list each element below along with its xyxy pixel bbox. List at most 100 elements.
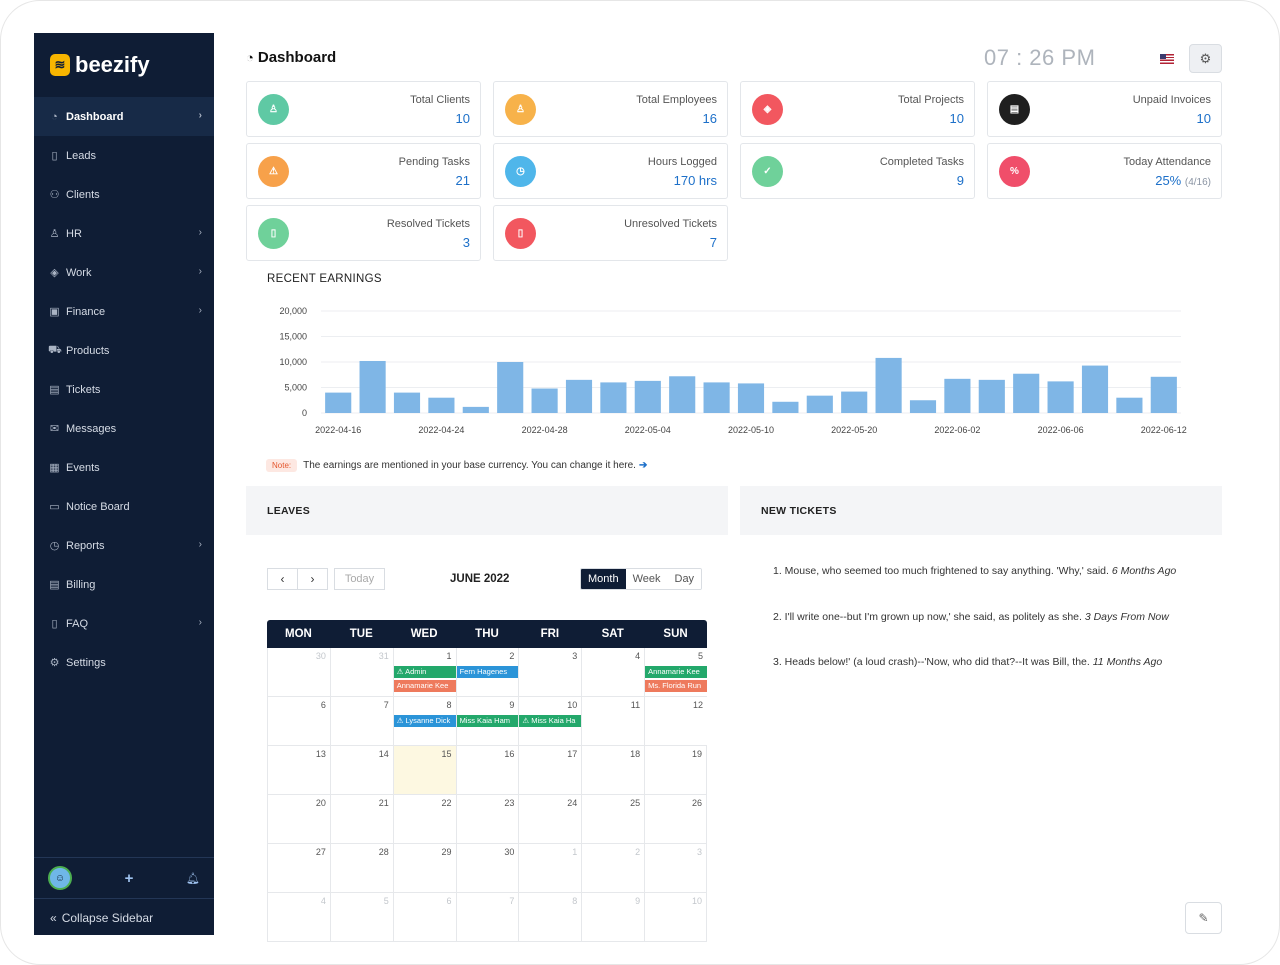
sidebar-item-leads[interactable]: ▯ Leads	[34, 136, 214, 175]
earnings-bar[interactable]	[531, 388, 558, 413]
stat-card-completed-tasks[interactable]: ✓ Completed Tasks 9	[740, 143, 975, 199]
earnings-bar[interactable]	[772, 401, 799, 413]
settings-button[interactable]: ⚙	[1189, 44, 1222, 73]
earnings-bar[interactable]	[1116, 397, 1143, 413]
calendar-day[interactable]: 29	[392, 844, 456, 892]
stat-card-pending-tasks[interactable]: ⚠ Pending Tasks 21	[246, 143, 481, 199]
calendar-day[interactable]: 30	[267, 648, 330, 696]
earnings-bar[interactable]	[1081, 365, 1109, 413]
earnings-bar[interactable]	[944, 378, 971, 413]
sidebar-item-products[interactable]: ⛟ Products	[34, 331, 214, 370]
calendar-day[interactable]: 3	[644, 844, 707, 892]
earnings-bar[interactable]	[393, 392, 421, 413]
calendar-day[interactable]: 31	[329, 648, 393, 696]
stat-card-today-attendance[interactable]: % Today Attendance 25% (4/16)	[987, 143, 1222, 199]
earnings-bar[interactable]	[909, 400, 937, 413]
calendar-day[interactable]: 2	[581, 844, 644, 892]
calendar-day[interactable]: 8	[518, 893, 581, 941]
earnings-bar[interactable]	[497, 362, 524, 413]
stat-card-total-employees[interactable]: ♙ Total Employees 16	[493, 81, 728, 137]
earnings-bar[interactable]	[1150, 376, 1177, 413]
calendar-day[interactable]: 22	[392, 795, 456, 843]
plus-icon[interactable]: +	[124, 869, 134, 887]
earnings-bar[interactable]	[1047, 381, 1074, 413]
calendar-day[interactable]: 30	[455, 844, 519, 892]
bell-icon[interactable]: 🔔︎	[186, 872, 200, 885]
calendar-day[interactable]: 19	[644, 746, 707, 794]
language-button[interactable]	[1152, 45, 1182, 73]
leave-event[interactable]: Annamarie Kee	[645, 666, 707, 678]
ticket-item[interactable]: 1. Mouse, who seemed too much frightened…	[773, 564, 1193, 579]
leave-event[interactable]: ⚠ Miss Kaia Ha	[519, 715, 582, 727]
sidebar-item-billing[interactable]: ▤ Billing	[34, 565, 214, 604]
earnings-bar[interactable]	[1013, 373, 1040, 413]
calendar-day[interactable]: 26	[644, 795, 707, 843]
earnings-bar[interactable]	[978, 379, 1005, 413]
calendar-day[interactable]: 1	[392, 648, 456, 696]
earnings-bar[interactable]	[669, 376, 696, 413]
sidebar-item-finance[interactable]: ▣ Finance ›	[34, 292, 214, 331]
earnings-bar[interactable]	[359, 360, 386, 413]
calendar-day[interactable]: 10	[518, 697, 581, 745]
view-month-button[interactable]: Month	[581, 569, 626, 589]
calendar-day[interactable]: 1	[518, 844, 581, 892]
leave-event[interactable]: ⚠ Admin	[393, 666, 456, 678]
calendar-day[interactable]: 17	[518, 746, 581, 794]
calendar-day[interactable]: 24	[518, 795, 581, 843]
calendar-day[interactable]: 6	[392, 893, 456, 941]
stat-card-unpaid-invoices[interactable]: ▤ Unpaid Invoices 10	[987, 81, 1222, 137]
logo[interactable]: ≋ beezify	[34, 33, 214, 97]
sidebar-item-tickets[interactable]: ▤ Tickets	[34, 370, 214, 409]
stat-card-total-clients[interactable]: ♙ Total Clients 10	[246, 81, 481, 137]
prev-month-button[interactable]: ‹	[267, 568, 298, 590]
ticket-item[interactable]: 2. I'll write one--but I'm grown up now,…	[773, 610, 1193, 625]
earnings-bar[interactable]	[428, 397, 455, 413]
stat-card-resolved-tickets[interactable]: ▯ Resolved Tickets 3	[246, 205, 481, 261]
earnings-bar[interactable]	[737, 383, 765, 413]
earnings-bar[interactable]	[806, 395, 833, 413]
calendar-day[interactable]: 2	[455, 648, 519, 696]
calendar-day[interactable]: 23	[455, 795, 519, 843]
calendar-day[interactable]: 4	[267, 893, 330, 941]
earnings-bar[interactable]	[841, 391, 868, 413]
calendar-day[interactable]: 16	[455, 746, 519, 794]
stat-card-hours-logged[interactable]: ◷ Hours Logged 170 hrs	[493, 143, 728, 199]
user-avatar[interactable]: ☺	[48, 866, 72, 890]
sidebar-item-settings[interactable]: ⚙ Settings	[34, 643, 214, 682]
leave-event[interactable]: Ms. Florida Run	[645, 680, 707, 692]
calendar-day[interactable]: 14	[329, 746, 393, 794]
today-button[interactable]: Today	[334, 568, 385, 590]
stat-card-total-projects[interactable]: ◈ Total Projects 10	[740, 81, 975, 137]
calendar-day[interactable]: 5	[644, 648, 707, 696]
calendar-day[interactable]: 25	[581, 795, 644, 843]
calendar-day[interactable]: 9	[581, 893, 644, 941]
calendar-day[interactable]: 11	[581, 697, 644, 745]
calendar-day[interactable]: 18	[581, 746, 644, 794]
sidebar-item-work[interactable]: ◈ Work ›	[34, 253, 214, 292]
collapse-sidebar-button[interactable]: « Collapse Sidebar	[34, 898, 214, 936]
calendar-day[interactable]: 3	[518, 648, 581, 696]
calendar-day[interactable]: 21	[329, 795, 393, 843]
earnings-bar[interactable]	[634, 380, 661, 413]
sidebar-item-notice-board[interactable]: ▭ Notice Board	[34, 487, 214, 526]
next-month-button[interactable]: ›	[297, 568, 328, 590]
earnings-bar[interactable]	[703, 382, 730, 413]
earnings-bar[interactable]	[600, 382, 627, 413]
calendar-day[interactable]: 28	[329, 844, 393, 892]
leave-event[interactable]: ⚠ Lysanne Dick	[393, 715, 456, 727]
view-day-button[interactable]: Day	[667, 569, 702, 589]
calendar-day[interactable]: 7	[455, 893, 519, 941]
calendar-day[interactable]: 5	[329, 893, 393, 941]
calendar-day[interactable]: 6	[267, 697, 330, 745]
earnings-bar[interactable]	[875, 357, 902, 413]
sidebar-item-events[interactable]: ▦ Events	[34, 448, 214, 487]
calendar-day[interactable]: 9	[455, 697, 519, 745]
edit-button[interactable]: ✎	[1185, 902, 1222, 934]
sidebar-item-hr[interactable]: ♙ HR ›	[34, 214, 214, 253]
sidebar-item-faq[interactable]: ▯ FAQ ›	[34, 604, 214, 643]
calendar-day[interactable]: 7	[329, 697, 393, 745]
calendar-day[interactable]: 27	[267, 844, 330, 892]
arrow-right-icon[interactable]: ➔	[638, 460, 648, 471]
sidebar-item-reports[interactable]: ◷ Reports ›	[34, 526, 214, 565]
earnings-bar[interactable]	[462, 406, 489, 413]
